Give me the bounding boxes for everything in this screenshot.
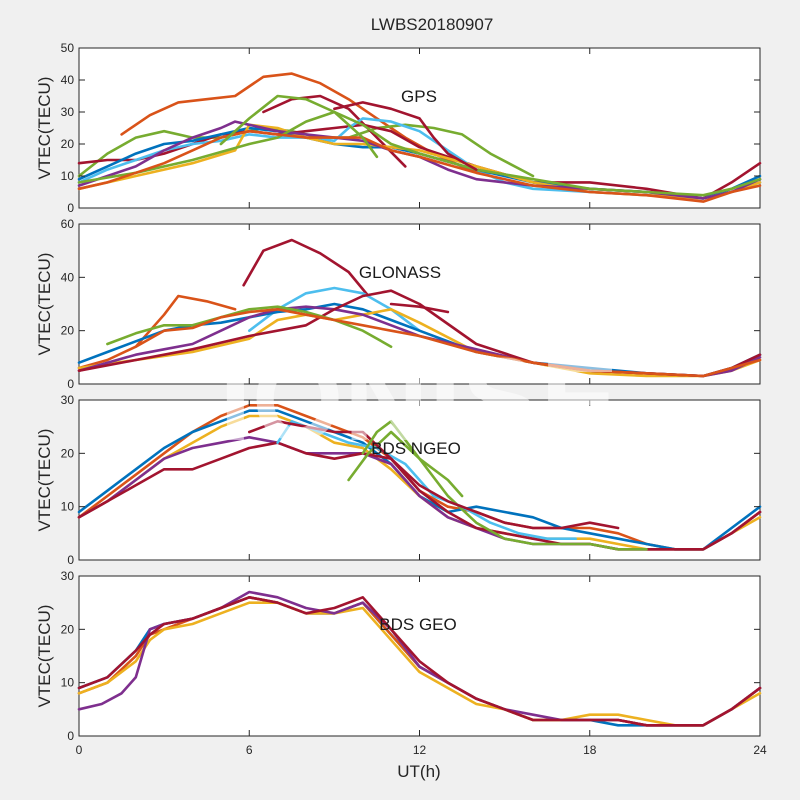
y-tick-label: 30 (61, 393, 75, 407)
panel-annotation: GPS (401, 87, 437, 106)
x-axis-label: UT(h) (397, 762, 440, 781)
y-axis-label: VTEC(TECU) (35, 77, 54, 180)
series-line-9 (361, 419, 464, 498)
series-line-6 (347, 430, 648, 551)
plot-area (78, 47, 761, 209)
ticks: 0 10 20 30 40 50 (61, 41, 761, 215)
panel-glonass: 0 20 40 60 GLONASS VTEC(TECU) (35, 217, 762, 391)
ticks: 0 10 20 30 (61, 393, 761, 567)
plot-area (78, 575, 761, 737)
y-tick-label: 30 (61, 105, 75, 119)
series-line-5 (77, 307, 762, 378)
y-tick-label: 20 (61, 446, 75, 460)
panel-gps: 0 10 20 30 40 50 GPS VTEC(TECU) (35, 41, 762, 215)
series-line-2 (77, 294, 237, 370)
ticks: 0 20 40 60 (61, 217, 761, 391)
y-tick-label: 20 (61, 137, 75, 151)
panel-annotation: GLONASS (359, 263, 441, 282)
x-tick-label: 12 (413, 743, 427, 757)
series-line-9 (134, 307, 762, 378)
y-tick-label: 10 (61, 500, 75, 514)
series-line-3 (262, 94, 407, 168)
series-lines (77, 238, 762, 378)
y-tick-label: 0 (67, 729, 74, 743)
y-tick-label: 40 (61, 270, 75, 284)
y-tick-label: 40 (61, 73, 75, 87)
y-tick-label: 10 (61, 676, 75, 690)
series-line-2 (77, 123, 535, 178)
x-tick-label: 6 (246, 743, 253, 757)
panel-bds-geo: 0 10 20 30 0 6 12 18 24 BDS GEO VTEC(TECU) (35, 569, 767, 757)
series-line-11 (219, 94, 379, 159)
y-tick-label: 0 (67, 377, 74, 391)
watermark: IONISE (219, 334, 619, 466)
y-axis-label: VTEC(TECU) (35, 429, 54, 532)
x-tick-label: 18 (583, 743, 597, 757)
figure-title: LWBS20180907 (371, 15, 494, 34)
panel-bds-ngeo: 0 10 20 30 BDS NGEO VTEC(TECU) (35, 393, 762, 567)
series-line-1 (242, 238, 370, 298)
series-line-12 (333, 101, 478, 171)
x-tick-label: 24 (753, 743, 767, 757)
y-tick-label: 0 (67, 201, 74, 215)
panel-annotation: BDS GEO (379, 615, 456, 634)
y-axis-label: VTEC(TECU) (35, 605, 54, 708)
y-tick-label: 30 (61, 569, 75, 583)
series-line-8 (106, 305, 393, 349)
y-axis-label: VTEC(TECU) (35, 253, 54, 356)
series-lines (77, 403, 762, 551)
series-lines (77, 72, 762, 203)
series-line-5 (77, 595, 762, 727)
y-tick-label: 60 (61, 217, 75, 231)
x-tick-label: 0 (76, 743, 83, 757)
y-tick-label: 10 (61, 169, 75, 183)
series-line-7 (276, 419, 577, 541)
y-tick-label: 20 (61, 622, 75, 636)
series-line-3 (77, 601, 762, 727)
series-lines (77, 590, 762, 727)
y-tick-label: 0 (67, 553, 74, 567)
ticks: 0 10 20 30 0 6 12 18 24 (61, 569, 767, 757)
series-line-9 (77, 110, 762, 197)
y-tick-label: 50 (61, 41, 75, 55)
y-tick-label: 20 (61, 324, 75, 338)
series-line-10 (77, 129, 762, 203)
series-line-8 (248, 419, 620, 530)
series-line-10 (389, 302, 450, 314)
panel-annotation: BDS NGEO (371, 439, 461, 458)
